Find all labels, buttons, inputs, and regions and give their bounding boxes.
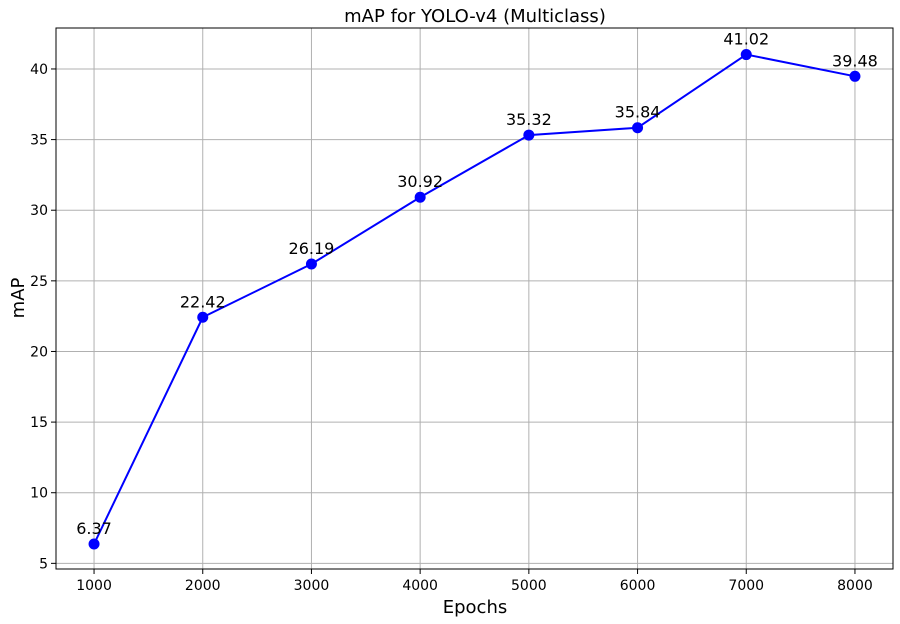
- x-tick-label: 4000: [402, 578, 438, 594]
- plot-frame: [55, 27, 894, 570]
- data-label: 26.19: [289, 239, 335, 258]
- x-tick-label: 1000: [76, 578, 112, 594]
- series-layer: [88, 49, 861, 550]
- data-point: [632, 122, 644, 134]
- x-tick-label: 2000: [185, 578, 221, 594]
- y-tick-label: 10: [30, 486, 48, 502]
- data-point: [305, 258, 317, 270]
- x-axis-label: Epochs: [443, 597, 508, 618]
- x-tick-label: 3000: [294, 578, 330, 594]
- y-tick-label: 35: [30, 133, 48, 149]
- y-tick-label: 25: [30, 274, 48, 290]
- data-point: [88, 538, 100, 550]
- series-line: [93, 53, 856, 545]
- data-point: [414, 191, 426, 203]
- data-label: 35.32: [506, 110, 552, 129]
- axis-ticks: 1000 2000 3000 4000 5000 6000 7000 8000 5 10 15 20 2…: [30, 62, 873, 594]
- grid: [56, 28, 893, 569]
- data-labels: 6.37 22.42 26.19 30.92 35.32 35.84 41.02 39.48: [76, 30, 878, 538]
- x-tick-label: 7000: [728, 578, 764, 594]
- chart-title: mAP for YOLO-v4 (Multiclass): [344, 6, 606, 27]
- x-tick-label: 6000: [620, 578, 656, 594]
- data-point: [849, 70, 861, 82]
- data-point: [523, 129, 535, 141]
- data-point: [740, 49, 752, 61]
- y-tick-label: 30: [30, 203, 48, 219]
- data-point: [197, 311, 209, 323]
- x-tick-label: 8000: [837, 578, 873, 594]
- data-label: 39.48: [832, 51, 878, 70]
- data-label: 35.84: [615, 103, 661, 122]
- data-label: 6.37: [76, 519, 112, 538]
- data-label: 30.92: [397, 172, 443, 191]
- data-label: 22.42: [180, 292, 226, 311]
- data-label: 41.02: [723, 30, 769, 49]
- y-axis-label: mAP: [8, 278, 29, 319]
- y-tick-label: 20: [30, 344, 48, 360]
- x-tick-label: 5000: [511, 578, 547, 594]
- y-tick-label: 5: [39, 556, 48, 572]
- y-tick-label: 15: [30, 415, 48, 431]
- y-tick-label: 40: [30, 62, 48, 78]
